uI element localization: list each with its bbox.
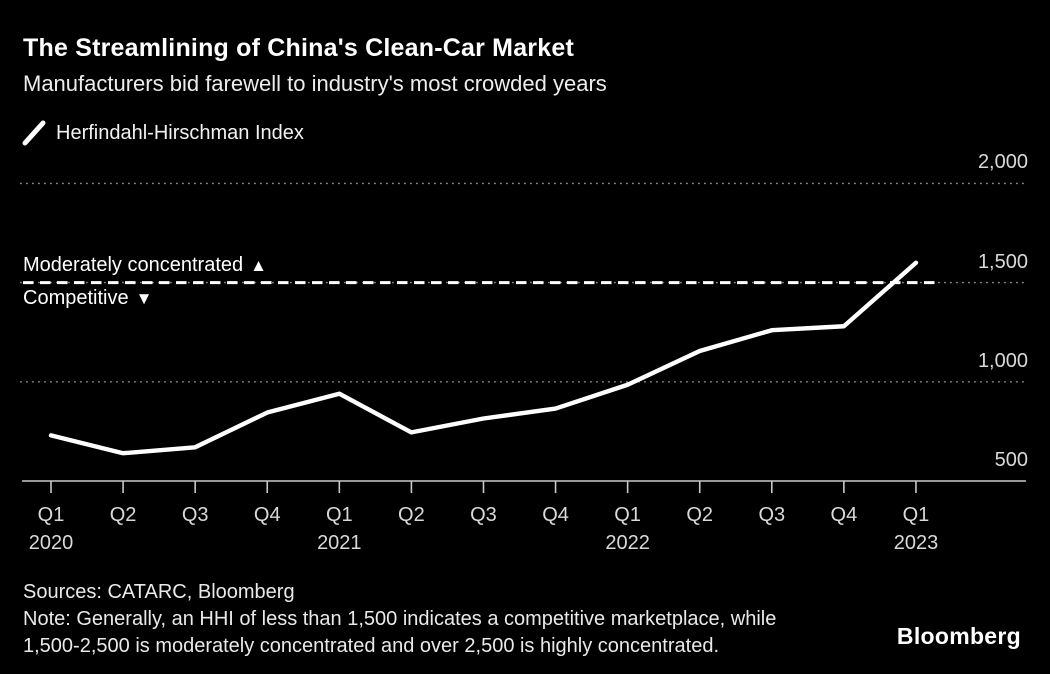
legend-label: Herfindahl-Hirschman Index	[56, 121, 304, 144]
x-tick-label: Q1	[325, 504, 353, 526]
up-triangle-icon: ▲	[250, 256, 267, 275]
x-tick-label: Q1	[37, 504, 65, 526]
note-line-2: 1,500-2,500 is moderately concentrated a…	[23, 635, 719, 657]
x-year-label: 2021	[317, 532, 362, 554]
threshold-label-below: Competitive ▼	[23, 287, 152, 310]
x-tick-label: Q1	[902, 504, 930, 526]
x-tick-label: Q3	[470, 504, 497, 526]
x-tick-label: Q4	[830, 504, 858, 526]
threshold-label-above: Moderately concentrated ▲	[23, 254, 267, 277]
page-title: The Streamlining of China's Clean-Car Ma…	[23, 34, 574, 62]
sources-line: Sources: CATARC, Bloomberg	[23, 581, 295, 603]
chart-subtitle: Manufacturers bid farewell to industry's…	[23, 71, 607, 96]
footer: Sources: CATARC, Bloomberg Note: General…	[23, 579, 776, 660]
note-line-1: Note: Generally, an HHI of less than 1,5…	[23, 608, 777, 630]
x-tick-label: Q2	[109, 504, 137, 526]
y-tick-label: 1,500	[977, 250, 1028, 273]
threshold-above-text: Moderately concentrated	[23, 254, 244, 276]
legend: Herfindahl-Hirschman Index	[22, 120, 304, 146]
x-tick-label: Q4	[542, 504, 569, 526]
x-tick-label: Q1	[614, 504, 641, 526]
line-series-icon	[22, 120, 46, 146]
down-triangle-icon: ▼	[135, 289, 153, 308]
y-tick-label: 2,000	[977, 151, 1028, 174]
x-year-label: 2022	[605, 532, 650, 554]
x-tick-label: Q2	[686, 504, 714, 526]
x-tick-label: Q3	[181, 504, 209, 526]
threshold-below-text: Competitive	[23, 287, 129, 309]
bloomberg-logo: Bloomberg	[896, 623, 1021, 649]
hhi-series-line	[48, 260, 919, 456]
x-tick-label: Q4	[253, 504, 281, 526]
x-tick-label: Q2	[398, 504, 425, 526]
x-tick-label: Q3	[758, 504, 786, 526]
y-tick-label: 500	[994, 449, 1028, 471]
x-year-label: 2020	[28, 532, 74, 554]
x-year-label: 2023	[893, 532, 939, 554]
y-tick-label: 1,000	[977, 349, 1028, 372]
